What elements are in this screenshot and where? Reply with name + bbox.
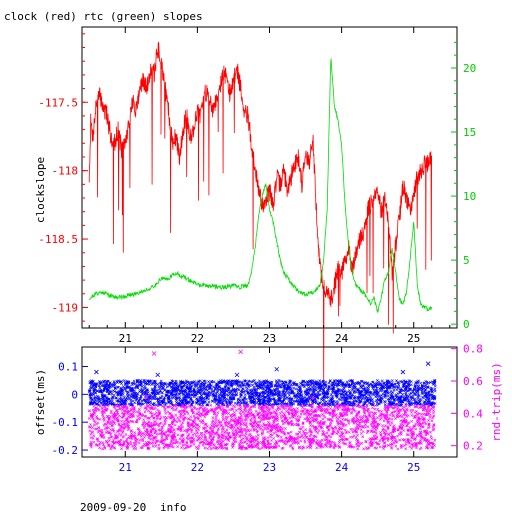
round-trip-series — [87, 349, 437, 451]
scatter-outlier — [310, 394, 316, 400]
top-x-tick-label: 24 — [335, 332, 349, 345]
bottom-x-tick-label: 24 — [335, 461, 349, 474]
scatter-outlier — [94, 369, 99, 375]
clock-slope-line — [88, 41, 433, 387]
footer-date: 2009-09-20 — [80, 501, 146, 512]
top-x-tick-label: 25 — [407, 332, 420, 345]
rtc-slope-line — [89, 58, 432, 314]
top-x-tick-label: 21 — [119, 332, 132, 345]
chart-title: clock (red) rtc (green) slopes — [4, 10, 203, 23]
bottom-left-tick-label: 0 — [71, 388, 78, 401]
footer: 2009-09-20 info — [80, 501, 187, 512]
bottom-right-tick-label: 0.2 — [463, 440, 483, 453]
bottom-x-tick-label: 21 — [119, 461, 132, 474]
scatter-outlier — [425, 361, 431, 366]
bottom-right-tick-label: 0.4 — [463, 407, 483, 420]
top-left-tick-label: -117.5 — [38, 96, 78, 109]
top-right-tick-label: 5 — [463, 254, 470, 267]
top-right-tick-label: 15 — [463, 126, 476, 139]
bottom-left-tick-label: -0.1 — [52, 416, 79, 429]
top-right-axis: 0 5 10 15 20 — [451, 41, 476, 331]
scatter-outlier — [400, 369, 406, 375]
bottom-x-axis: 21 22 23 24 25 — [119, 347, 420, 474]
top-left-axis-label: clockslope — [34, 157, 47, 223]
scatter-outlier — [274, 366, 279, 372]
footer-info: info — [160, 501, 187, 512]
bottom-left-axis: -0.2 -0.1 0 0.1 — [52, 360, 88, 457]
top-left-tick-label: -118.5 — [38, 233, 78, 246]
top-left-tick-label: -118 — [52, 165, 79, 178]
bottom-left-axis-label: offset(ms) — [34, 369, 47, 435]
bottom-left-tick-label: -0.2 — [52, 444, 79, 457]
scatter-outlier — [144, 394, 150, 400]
rtc-slope-series — [89, 58, 432, 314]
top-x-axis: 21 22 23 24 25 — [88, 27, 451, 345]
bottom-right-tick-label: 0.8 — [463, 343, 483, 356]
scatter-outlier — [151, 351, 157, 356]
top-x-tick-label: 22 — [191, 332, 204, 345]
scatter-points — [87, 378, 437, 407]
offset-series — [87, 361, 437, 407]
bottom-right-axis: 0.2 0.4 0.6 0.8 — [451, 343, 483, 453]
top-left-axis: -119 -118.5 -118 -117.5 — [38, 33, 88, 322]
top-right-tick-label: 10 — [463, 190, 476, 203]
bottom-x-tick-label: 23 — [263, 461, 276, 474]
bottom-right-tick-label: 0.6 — [463, 375, 483, 388]
bottom-x-tick-label: 25 — [407, 461, 420, 474]
bottom-x-tick-label: 22 — [191, 461, 204, 474]
scatter-outlier — [238, 349, 243, 355]
top-plot: 21 22 23 24 25 -119 -118.5 -118 -117.5 0 5 10 15 20… — [34, 26, 476, 387]
bottom-plot: 21 22 23 24 25 -0.2 -0.1 0 0.1 0.2 0.4 0.6 0.8 off… — [34, 343, 503, 474]
top-right-tick-label: 0 — [463, 318, 470, 331]
scatter-points — [87, 403, 437, 451]
top-left-tick-label: -119 — [52, 301, 79, 314]
bottom-right-axis-label: rnd-trip(ms) — [490, 362, 503, 441]
top-x-tick-label: 23 — [263, 332, 276, 345]
scatter-outlier — [234, 372, 240, 378]
bottom-left-tick-label: 0.1 — [58, 360, 78, 373]
scatter-outlier — [155, 372, 161, 378]
top-right-tick-label: 20 — [463, 62, 476, 75]
clock-slope-series — [88, 41, 433, 387]
